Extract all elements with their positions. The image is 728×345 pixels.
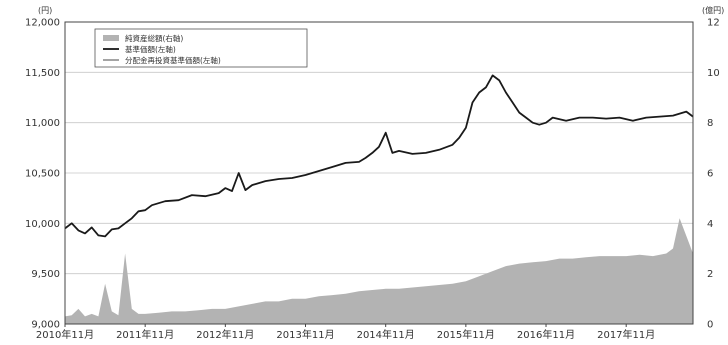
y-right-tick-label: 10 [707, 68, 720, 79]
x-tick-label: 2014年11月 [357, 328, 415, 341]
y-left-tick-label: 10,500 [25, 169, 60, 180]
y-left-unit-label: (円) [38, 6, 52, 15]
legend-entry-label: 基準価額(左軸) [125, 44, 176, 54]
y-left-tick-label: 11,500 [25, 68, 60, 79]
y-right-tick-label: 6 [707, 169, 713, 180]
legend: 純資産総額(右軸)基準価額(左軸)分配金再投資基準価額(左軸) [94, 28, 308, 68]
y-left-tick-label: 9,500 [31, 269, 60, 280]
y-right-tick-label: 12 [707, 18, 720, 29]
legend-entry-label: 純資産総額(右軸) [125, 33, 183, 43]
x-tick-label: 2013年11月 [276, 328, 334, 341]
x-axis: 2010年11月 2011年11月 2012年11月 2013年11月 2014年11月… [36, 324, 655, 341]
x-tick-label: 2017年11月 [597, 328, 655, 341]
y-left-axis: 9,000 9,500 10,000 10,500 11,000 11,500 12,000 [25, 18, 60, 331]
x-tick-label: 2015年11月 [437, 328, 495, 341]
x-tick-label: 2016年11月 [517, 328, 575, 341]
y-right-tick-label: 4 [707, 219, 713, 230]
y-right-unit-label: (億円) [702, 5, 724, 15]
y-left-tick-label: 11,000 [25, 118, 60, 129]
y-right-tick-label: 8 [707, 118, 713, 129]
y-left-tick-label: 12,000 [25, 18, 60, 29]
y-right-axis: 0 2 4 6 8 10 12 [707, 18, 720, 331]
y-left-tick-label: 9,000 [31, 320, 60, 331]
line-series-layer [64, 74, 694, 238]
area-series-layer [65, 218, 693, 324]
legend-swatch [103, 35, 119, 41]
y-right-tick-label: 0 [707, 320, 713, 331]
legend-box [94, 28, 308, 68]
plot-frame [64, 21, 694, 325]
x-tick-label: 2011年11月 [116, 328, 174, 341]
y-left-tick-label: 10,000 [25, 219, 60, 230]
x-tick-label: 2012年11月 [196, 328, 254, 341]
x-tick-label: 2010年11月 [36, 328, 94, 341]
legend-entry-label: 分配金再投資基準価額(左軸) [125, 55, 221, 65]
series-line-1 [64, 74, 694, 238]
y-right-tick-label: 2 [707, 269, 713, 280]
series-area-net-assets [65, 218, 693, 324]
